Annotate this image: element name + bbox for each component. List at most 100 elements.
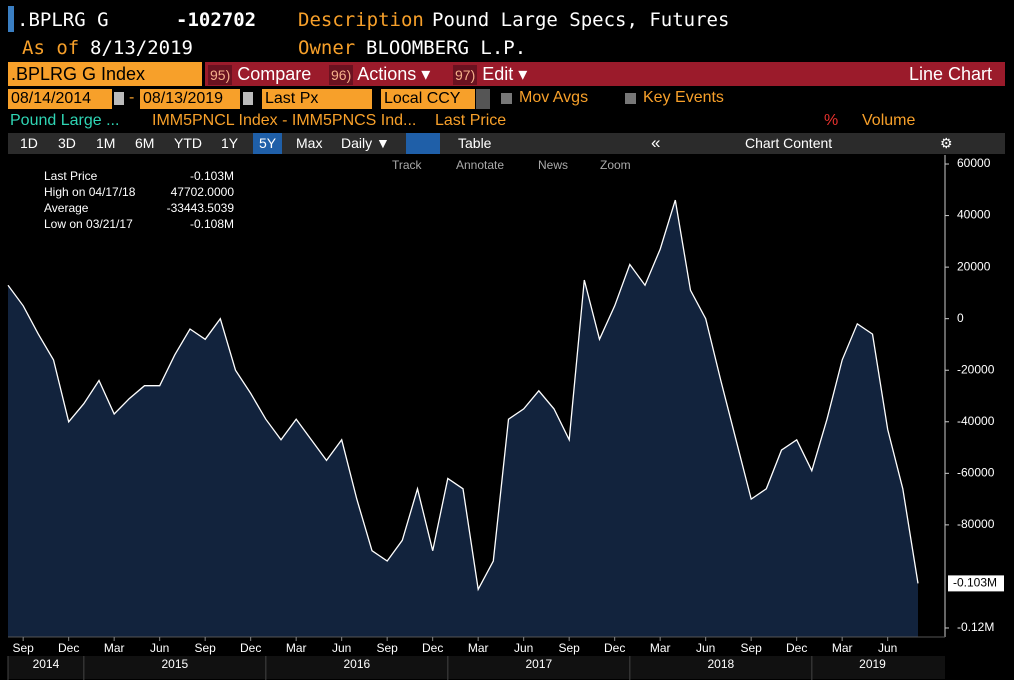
year-label: 2017: [525, 657, 552, 671]
end-date[interactable]: 08/13/2019: [140, 89, 240, 109]
x-tick-label: Jun: [514, 641, 533, 655]
description: Pound Large Specs, Futures: [432, 9, 730, 31]
x-tick-label: Mar: [286, 641, 307, 655]
x-tick-label: Jun: [150, 641, 169, 655]
x-tick-label: Jun: [696, 641, 715, 655]
x-tick-label: Sep: [194, 641, 216, 655]
y-tick-label: 40000: [957, 208, 991, 222]
series-name: Pound Large ...: [10, 112, 120, 129]
volume: Volume: [862, 112, 916, 129]
calendar-icon[interactable]: [114, 92, 124, 105]
x-tick-label: Mar: [468, 641, 489, 655]
start-date[interactable]: 08/14/2014: [8, 89, 112, 109]
date-separator: -: [129, 89, 135, 106]
series-field: Last Price: [435, 112, 507, 129]
year-band: [8, 656, 945, 679]
period-button[interactable]: YTD: [174, 135, 202, 151]
menu-label: Actions ▾: [357, 64, 431, 84]
currency-select[interactable]: Local CCY: [381, 89, 475, 109]
owner-label: Owner: [298, 37, 356, 59]
period-button[interactable]: 5Y: [253, 133, 283, 154]
frequency[interactable]: Daily ▼: [341, 135, 390, 151]
x-tick-label: Mar: [104, 641, 125, 655]
year-label: 2015: [161, 657, 188, 671]
menu-edit[interactable]: 97) Edit ▾: [453, 62, 527, 86]
stat-value: -0.108M: [189, 217, 234, 231]
x-tick-label: Dec: [422, 641, 443, 655]
year-label: 2019: [859, 657, 886, 671]
tool-zoom[interactable]: Zoom: [600, 158, 631, 172]
tool-annotate[interactable]: Annotate: [456, 158, 505, 172]
y-tick-label: -20000: [957, 362, 995, 376]
last-value: -102702: [176, 9, 257, 31]
x-tick-label: Jun: [878, 641, 897, 655]
menu-num: 97): [453, 65, 478, 85]
period-button[interactable]: 1M: [96, 135, 116, 151]
x-tick-label: Mar: [832, 641, 853, 655]
chart-content[interactable]: Chart Content: [745, 135, 833, 151]
menu-actions[interactable]: 96) Actions ▾: [329, 62, 430, 86]
field-select[interactable]: Last Px: [262, 89, 372, 109]
period-button[interactable]: 6M: [135, 135, 155, 151]
dropdown[interactable]: [476, 89, 490, 109]
menu-num: 96): [329, 65, 354, 85]
tool-track[interactable]: Track: [392, 158, 422, 172]
price-line: [7, 199, 919, 592]
year-label: 2018: [707, 657, 734, 671]
x-tick-label: Jun: [332, 641, 351, 655]
x-tick-label: Dec: [604, 641, 625, 655]
stat-label: Low on 03/21/17: [44, 217, 133, 231]
period-button[interactable]: Max: [296, 135, 323, 151]
period-button[interactable]: 1D: [20, 135, 38, 151]
checkbox[interactable]: [501, 93, 512, 104]
stat-label: High on 04/17/18: [44, 185, 136, 199]
owner: BLOOMBERG L.P.: [366, 37, 527, 59]
percent: %: [824, 112, 839, 129]
x-tick-label: Sep: [12, 641, 34, 655]
y-tick-label: -80000: [957, 517, 995, 531]
period-button[interactable]: 3D: [58, 135, 76, 151]
mov-avgs[interactable]: Mov Avgs: [519, 89, 589, 106]
x-tick-label: Mar: [650, 641, 671, 655]
security-field[interactable]: .BPLRG G Index: [8, 62, 202, 86]
ticker: .BPLRG G: [17, 9, 109, 31]
stat-value: -33443.5039: [166, 201, 234, 215]
x-tick-label: Sep: [740, 641, 762, 655]
key-events[interactable]: Key Events: [643, 89, 724, 106]
chart-type-button[interactable]: [406, 133, 440, 154]
y-tick-label: 60000: [957, 156, 991, 170]
y-tick-label: -40000: [957, 414, 995, 428]
y-tick-label: -60000: [957, 465, 995, 479]
year-label: 2014: [33, 657, 60, 671]
menu-compare[interactable]: 95) Compare: [208, 62, 311, 86]
x-tick-label: Sep: [376, 641, 398, 655]
checkbox[interactable]: [625, 93, 636, 104]
stats-box: [16, 166, 238, 232]
period-button[interactable]: 1Y: [221, 135, 239, 151]
description-label: Description: [298, 9, 424, 31]
y-tick-label: -0.12M: [957, 620, 994, 634]
menu-label: Compare: [237, 64, 312, 84]
y-tick-label: 20000: [957, 259, 991, 273]
stat-label: Last Price: [44, 169, 98, 183]
calendar-icon[interactable]: [243, 92, 253, 105]
year-label: 2016: [343, 657, 370, 671]
last-value-tag: [948, 575, 1004, 592]
menu-label: Edit ▾: [482, 64, 528, 84]
settings-gear[interactable]: ⚙: [940, 135, 953, 151]
x-tick-label: Dec: [240, 641, 261, 655]
stat-label: Average: [44, 201, 89, 215]
x-tick-label: Dec: [58, 641, 79, 655]
x-tick-label: Dec: [786, 641, 807, 655]
table-button[interactable]: Table: [458, 135, 492, 151]
ticker-marker: [8, 6, 14, 32]
asof: 8/13/2019: [90, 37, 193, 59]
collapse-button[interactable]: «: [651, 133, 661, 152]
stat-value: -0.103M: [189, 169, 234, 183]
stat-value: 47702.0000: [170, 185, 234, 199]
menu-bar: [205, 62, 1005, 86]
tool-news[interactable]: News: [538, 158, 569, 172]
menu-num: 95): [208, 65, 233, 85]
